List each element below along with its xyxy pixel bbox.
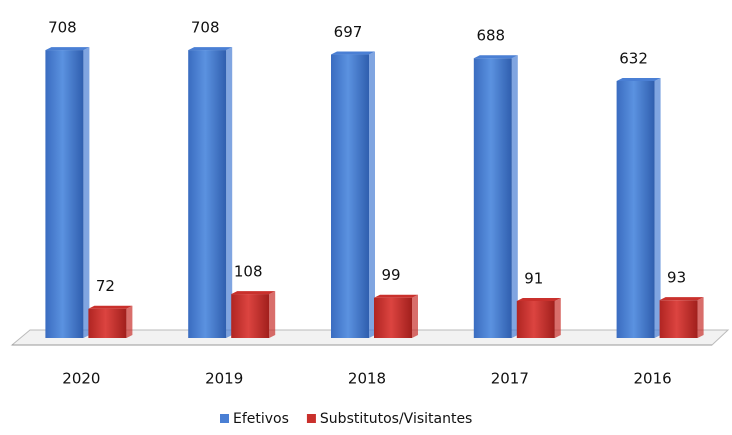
bar: [473, 58, 512, 339]
bar-side: [126, 305, 133, 338]
x-tick-label: 2018: [348, 370, 386, 388]
bar-top: [659, 297, 704, 301]
x-tick-label: 2016: [634, 370, 672, 388]
bar: [88, 308, 127, 338]
bar: [331, 54, 369, 338]
value-label: 108: [234, 263, 263, 281]
bar-top: [331, 51, 375, 55]
x-tick-label: 2020: [62, 370, 100, 388]
bar-side: [412, 294, 418, 338]
bar-top: [45, 47, 90, 51]
bar-top: [231, 291, 276, 295]
bar: [374, 297, 412, 338]
value-label: 93: [667, 269, 686, 287]
bar-top: [616, 77, 661, 81]
legend-swatch: [220, 414, 229, 423]
bar-top: [516, 297, 561, 301]
bar: [231, 294, 270, 338]
value-label: 697: [334, 23, 363, 41]
value-label: 708: [48, 19, 77, 37]
bar: [45, 50, 84, 338]
value-label: 91: [524, 269, 543, 287]
bar-side: [269, 291, 276, 338]
bar: [659, 300, 698, 338]
bar-side: [83, 47, 90, 338]
value-label: 688: [476, 27, 505, 45]
bar-top: [188, 47, 233, 51]
bar-top: [88, 305, 133, 309]
legend-label: Efetivos: [233, 411, 289, 427]
value-label: 708: [191, 19, 220, 37]
bar-side: [554, 297, 561, 338]
x-tick-label: 2017: [491, 370, 529, 388]
bar-side: [369, 51, 375, 338]
bar-top: [473, 55, 518, 59]
bar-side: [654, 77, 661, 338]
bar: [516, 300, 555, 338]
legend-label: Substitutos/Visitantes: [320, 411, 472, 427]
x-tick-label: 2019: [205, 370, 243, 388]
bar-side: [226, 47, 233, 338]
bar: [188, 50, 227, 338]
value-label: 632: [619, 49, 648, 67]
bar-top: [374, 294, 418, 298]
bar: [616, 80, 655, 338]
value-label: 99: [381, 266, 400, 284]
bar-side: [697, 297, 704, 338]
legend-swatch: [306, 414, 316, 423]
value-label: 72: [96, 277, 115, 295]
bar-side: [511, 55, 518, 339]
